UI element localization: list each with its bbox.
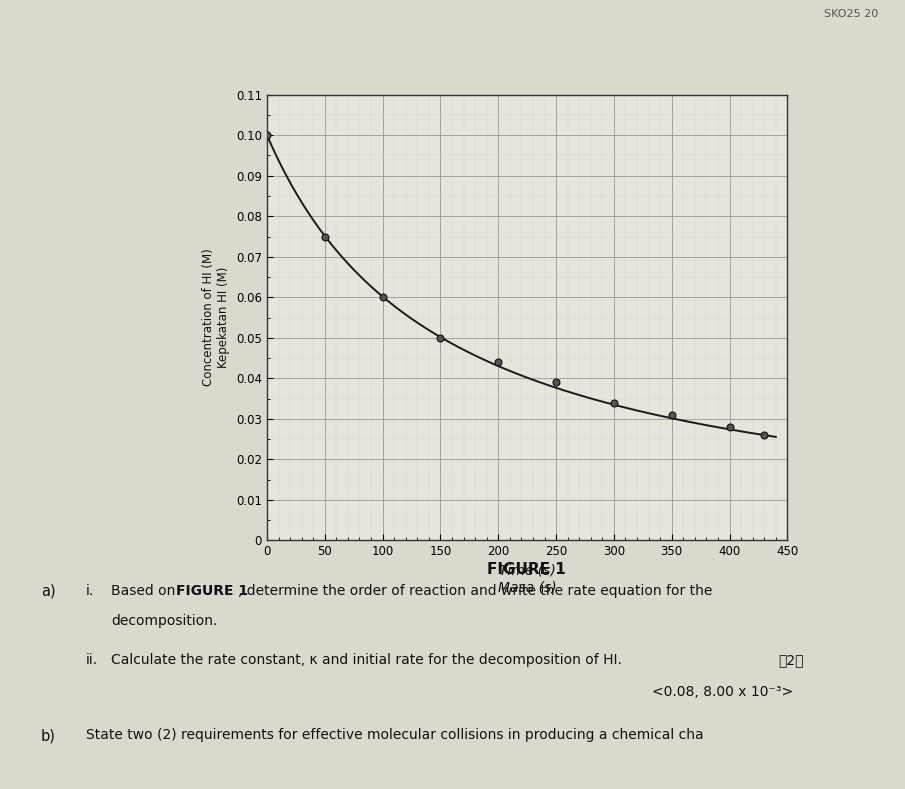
Text: FIGURE 1: FIGURE 1 [487,562,567,577]
Text: FIGURE 1: FIGURE 1 [176,584,249,598]
Text: b): b) [41,728,55,743]
Text: Calculate the rate constant, κ and initial rate for the decomposition of HI.: Calculate the rate constant, κ and initi… [111,653,623,667]
Text: 〲2〳: 〲2〳 [778,653,804,667]
Text: SKO25 20: SKO25 20 [824,9,878,20]
X-axis label: Time (s)
Masa (s): Time (s) Masa (s) [498,564,557,594]
Text: , determine the order of reaction and write the rate equation for the: , determine the order of reaction and wr… [238,584,712,598]
Text: State two (2) requirements for effective molecular collisions in producing a che: State two (2) requirements for effective… [86,728,703,742]
Y-axis label: Concentration of HI (M)
Kepekatan HI (M): Concentration of HI (M) Kepekatan HI (M) [203,249,231,387]
Text: Based on: Based on [111,584,180,598]
Text: i.: i. [86,584,94,598]
Text: a): a) [41,584,55,599]
Text: ii.: ii. [86,653,98,667]
Text: <0.08, 8.00 x 10⁻³>: <0.08, 8.00 x 10⁻³> [652,685,793,699]
Text: decomposition.: decomposition. [111,614,218,628]
